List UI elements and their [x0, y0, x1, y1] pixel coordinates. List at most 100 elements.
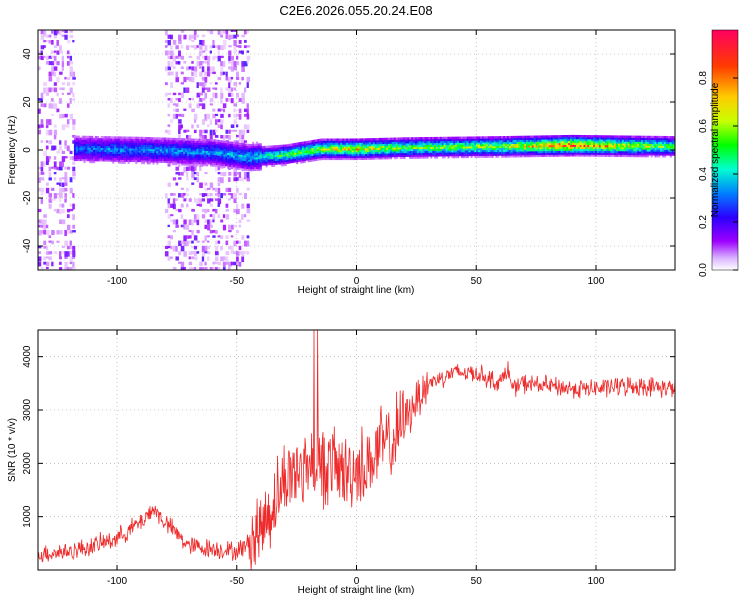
spectrogram-ridge-cell [231, 141, 234, 145]
spectrogram-ridge-cell [280, 160, 283, 163]
spectrogram-ridge-cell [554, 139, 557, 142]
spectrogram-ridge-cell [493, 153, 496, 156]
spectrogram-ridge-cell [365, 147, 368, 151]
spectrogram-ridge-cell [380, 151, 383, 154]
spectrogram-noise-cell [188, 166, 193, 171]
spectrogram-ridge-cell [667, 141, 670, 145]
spectrogram-ridge-cell [131, 159, 134, 163]
spectrogram-ridge-cell [650, 135, 653, 139]
spectrogram-ridge-cell [259, 166, 262, 169]
spectrogram-ridge-cell [504, 136, 508, 139]
spectrogram-ridge-cell [190, 140, 193, 143]
spectrogram-ridge-cell [604, 146, 607, 150]
spectrogram-ridge-cell [604, 137, 607, 140]
spectrogram-ridge-cell [165, 141, 168, 144]
spectrogram-noise-cell [217, 198, 222, 205]
spectrogram-ridge-cell [83, 154, 86, 158]
spectrogram-noise-cell [220, 87, 223, 94]
spectrogram-ridge-cell [604, 148, 607, 152]
spectrogram-ridge-cell [596, 135, 600, 138]
spectrogram-ridge-cell [414, 152, 418, 155]
spectrogram-ridge-cell [531, 143, 534, 146]
spectrogram-ridge-cell [173, 162, 176, 166]
spectrogram-noise-cell [207, 256, 210, 261]
spectrogram-ridge-cell [246, 160, 249, 164]
spectrogram-noise-cell [212, 39, 215, 46]
spectrogram-noise-cell [220, 119, 224, 124]
spectrogram-noise-cell [59, 219, 62, 225]
spectrogram-ridge-cell [575, 148, 578, 151]
spectrogram-ridge-cell [152, 160, 155, 163]
spectrogram-ridge-cell [407, 144, 410, 148]
spectrogram-ridge-cell [437, 146, 441, 149]
spectrogram-noise-cell [69, 30, 73, 33]
spectrogram-ridge-cell [206, 160, 209, 163]
spectrogram-ridge-cell [524, 149, 527, 152]
spectrogram-ridge-cell [493, 141, 496, 145]
spectrogram-noise-cell [45, 119, 49, 125]
spectrogram-ridge-cell [472, 144, 475, 147]
spectrogram-ridge-cell [627, 148, 630, 152]
spectrogram-noise-cell [59, 208, 62, 215]
spectrogram-ridge-cell [102, 145, 105, 149]
spectrogram-ridge-cell [579, 154, 582, 157]
spectrogram-ridge-cell [246, 159, 249, 162]
spectrogram-noise-cell [180, 55, 184, 60]
spectrogram-ridge-cell [152, 137, 155, 140]
spectrogram-noise-cell [40, 92, 44, 99]
spectrogram-ridge-cell [326, 138, 329, 141]
spectrogram-ridge-cell [171, 145, 174, 148]
spectrogram-ridge-cell [181, 138, 184, 141]
spectrogram-ridge-cell [190, 148, 193, 151]
spectrogram-ridge-cell [547, 142, 550, 146]
spectrogram-ridge-cell [361, 140, 364, 143]
spectrogram-ridge-cell [585, 142, 588, 146]
spectrogram-ridge-cell [324, 138, 327, 141]
spectrogram-ridge-cell [252, 161, 255, 164]
spectrogram-ridge-cell [650, 139, 653, 143]
spectrogram-ridge-cell [131, 148, 134, 151]
spectrogram-ridge-cell [79, 143, 82, 146]
spectrogram-noise-cell [243, 30, 247, 35]
spectrogram-ridge-cell [637, 152, 640, 156]
spectrogram-ridge-cell [192, 151, 195, 155]
spectrogram-ridge-cell [604, 141, 607, 144]
spectrogram-noise-cell [191, 166, 195, 172]
spectrogram-ridge-cell [420, 156, 423, 159]
spectrogram-ridge-cell [612, 150, 615, 154]
spectrogram-ridge-cell [660, 139, 663, 143]
spectrogram-noise-cell [59, 182, 62, 187]
spectrogram-ridge-cell [227, 154, 230, 157]
spectrogram-noise-cell [53, 161, 57, 168]
spectrogram-ridge-cell [462, 136, 465, 139]
spectrogram-noise-cell [64, 124, 68, 128]
spectrogram-ridge-cell [106, 136, 109, 139]
spectrogram-ridge-cell [100, 143, 103, 147]
spectrogram-ridge-cell [162, 150, 165, 154]
spectrogram-ridge-cell [568, 150, 571, 153]
spectrogram-ridge-cell [236, 146, 239, 149]
spectrogram-ridge-cell [93, 145, 96, 148]
spectrogram-ridge-cell [660, 137, 663, 141]
spectrogram-ridge-cell [589, 138, 592, 142]
spectrogram-noise-cell [228, 92, 232, 97]
spectrogram-ridge-cell [428, 152, 431, 155]
spectrogram-ridge-cell [386, 141, 389, 144]
spectrogram-ridge-cell [623, 150, 626, 154]
spectrogram-ridge-cell [522, 154, 525, 158]
spectrogram-noise-cell [225, 261, 228, 265]
spectrogram-ridge-cell [535, 148, 538, 152]
spectrogram-ridge-cell [524, 135, 527, 139]
spectrogram-ridge-cell [213, 164, 216, 167]
spectrogram-ridge-cell [616, 139, 619, 142]
spectrogram-ridge-cell [127, 161, 130, 164]
spectrogram-ridge-cell [564, 148, 567, 151]
spectrogram-ridge-cell [81, 145, 84, 148]
spectrogram-ridge-cell [213, 156, 216, 160]
spectrogram-ridge-cell [313, 143, 316, 146]
spectrogram-ridge-cell [202, 156, 205, 159]
spectrogram-ridge-cell [545, 154, 548, 157]
spectrogram-ridge-cell [593, 150, 596, 153]
spectrogram-ridge-cell [499, 136, 502, 139]
